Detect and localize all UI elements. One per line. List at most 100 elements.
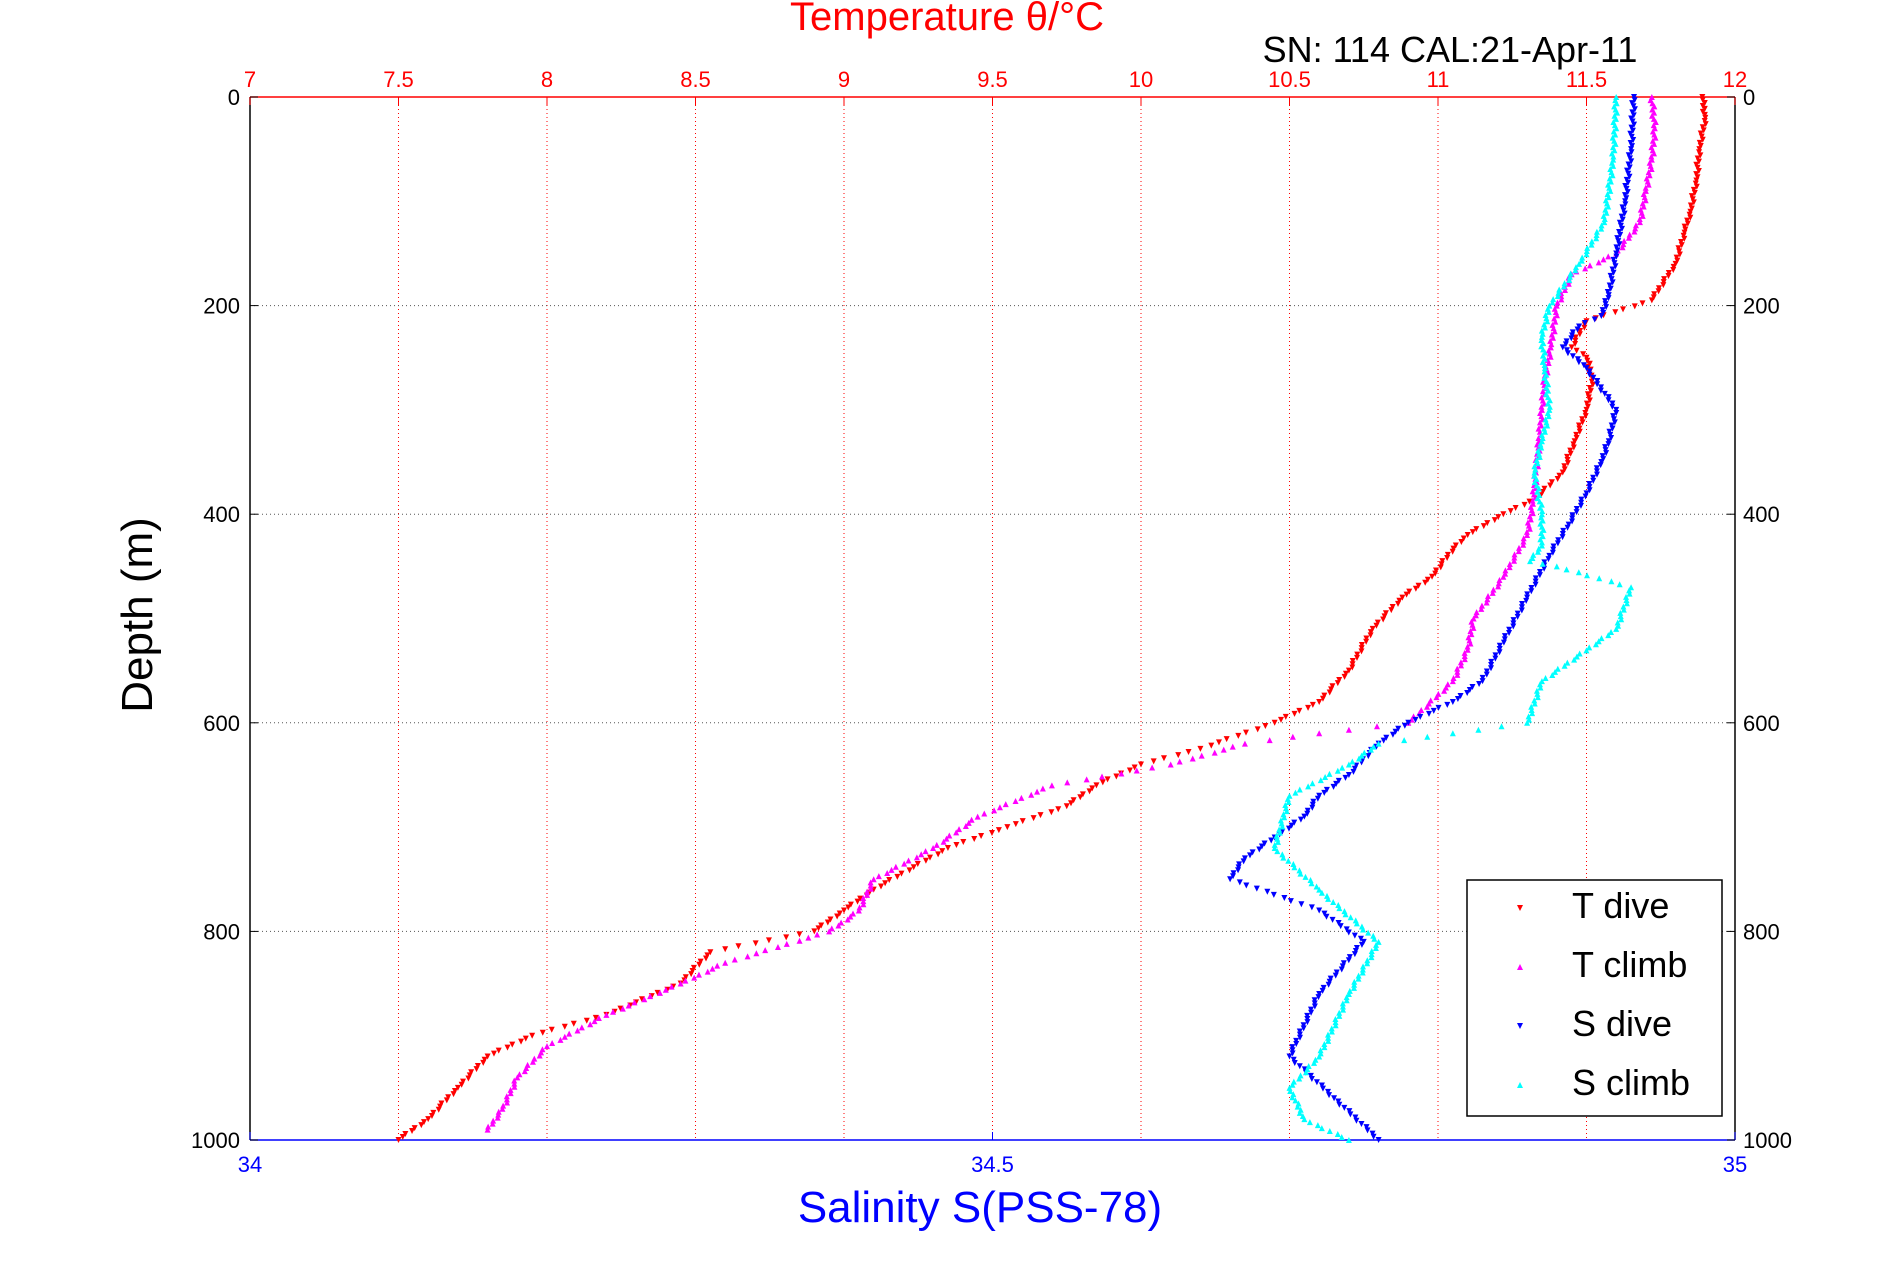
data-point-s-dive [1444,701,1451,708]
data-point-s-dive [1573,509,1580,516]
data-point-s-climb [1334,767,1341,774]
data-point-s-dive [1594,381,1601,388]
data-point-s-climb [1282,802,1289,809]
data-point-t-climb [1424,703,1431,710]
data-point-t-dive [468,1069,475,1076]
data-point-s-dive [1488,662,1495,669]
data-point-t-dive [1568,344,1575,351]
data-point-t-dive [1561,463,1568,470]
data-point-t-climb [870,876,877,883]
data-point-s-climb [1612,115,1619,122]
data-point-s-climb [1572,267,1579,274]
data-point-s-climb [1608,578,1615,585]
data-point-s-dive [1350,768,1357,775]
data-point-t-climb [1646,172,1653,179]
data-point-t-dive [1363,638,1370,645]
data-point-s-dive [1236,879,1243,886]
data-point-s-climb [1322,774,1329,781]
data-point-s-dive [1528,588,1535,595]
data-point-t-dive [1399,594,1406,601]
data-point-t-dive [1695,168,1702,175]
data-point-t-dive [1561,466,1568,473]
data-point-s-dive [1627,140,1634,147]
data-point-t-climb [1636,216,1643,223]
data-point-t-climb [1189,755,1196,762]
data-point-t-climb [1538,403,1545,410]
data-point-t-climb [521,1068,528,1075]
data-point-t-dive [1469,529,1476,536]
data-point-t-climb [953,829,960,836]
data-point-t-dive [1093,782,1100,789]
data-point-t-dive [882,880,889,887]
data-point-t-climb [1530,500,1537,507]
data-point-s-climb [1578,257,1585,264]
data-point-t-dive [960,839,967,845]
data-point-s-climb [1361,749,1368,756]
data-point-s-dive [1594,378,1601,385]
data-point-t-dive [1680,232,1687,239]
data-point-s-dive [1297,816,1304,823]
data-point-s-dive [1340,960,1347,967]
data-point-t-dive [1567,447,1574,454]
data-point-s-dive [1626,164,1633,171]
data-point-t-climb [1582,265,1589,272]
data-point-s-climb [1593,231,1600,238]
data-point-t-climb [855,907,862,914]
data-point-s-dive [1363,1124,1370,1131]
chart-subtitle: SN: 114 CAL:21-Apr-11 [1263,29,1638,70]
data-point-t-climb [965,819,972,826]
data-point-s-dive [1341,1104,1348,1111]
data-point-s-dive [1449,698,1456,705]
data-point-t-dive [395,1137,402,1143]
data-point-s-dive [1375,1137,1382,1143]
data-point-t-dive [495,1047,502,1054]
data-point-t-climb [494,1114,501,1121]
data-point-s-climb [1364,957,1371,964]
data-point-t-dive [1389,604,1396,611]
data-point-s-dive [1298,901,1305,908]
data-point-t-dive [1573,435,1580,442]
data-point-t-climb [1648,156,1655,163]
data-point-s-climb [1541,362,1548,369]
data-point-t-dive [688,971,695,978]
data-point-s-dive [1555,537,1562,544]
data-point-s-climb [1539,330,1546,337]
data-point-t-climb [1506,560,1513,567]
data-point-t-dive [1175,752,1182,759]
data-point-t-climb [1495,580,1502,587]
depth-tick-label-right: 200 [1743,294,1780,319]
data-point-s-dive [1357,935,1364,942]
data-point-s-dive [1586,487,1593,494]
data-point-t-dive [592,1014,599,1021]
data-point-s-climb [1609,172,1616,179]
data-point-t-dive [1697,130,1704,137]
data-point-s-dive [1550,543,1557,550]
data-point-s-climb [1283,805,1290,812]
data-point-s-climb [1583,251,1590,258]
data-point-s-dive [1609,400,1616,407]
data-point-s-climb [1623,600,1630,607]
data-point-t-climb [884,869,891,876]
data-point-t-dive [1291,710,1298,717]
data-point-t-dive [1131,764,1138,771]
data-point-t-climb [1529,497,1536,504]
data-point-s-dive [1569,512,1576,519]
data-point-t-dive [735,943,742,950]
data-point-t-dive [438,1100,445,1107]
data-point-s-dive [1565,521,1572,528]
data-point-s-dive [1492,655,1499,662]
data-point-t-climb [1464,643,1471,650]
data-point-t-dive [1449,548,1456,555]
data-point-t-dive [1305,704,1312,711]
data-point-s-dive [1291,1059,1298,1066]
data-point-t-dive [1564,453,1571,460]
data-point-t-dive [1567,450,1574,457]
data-point-t-climb [968,816,975,823]
data-point-s-dive [1289,1047,1296,1054]
data-point-t-dive [1458,539,1465,546]
data-point-t-climb [1083,776,1090,783]
data-point-t-dive [1507,508,1514,515]
data-point-t-dive [689,968,696,975]
data-point-t-dive [1341,673,1348,680]
data-point-s-dive [1308,904,1315,911]
